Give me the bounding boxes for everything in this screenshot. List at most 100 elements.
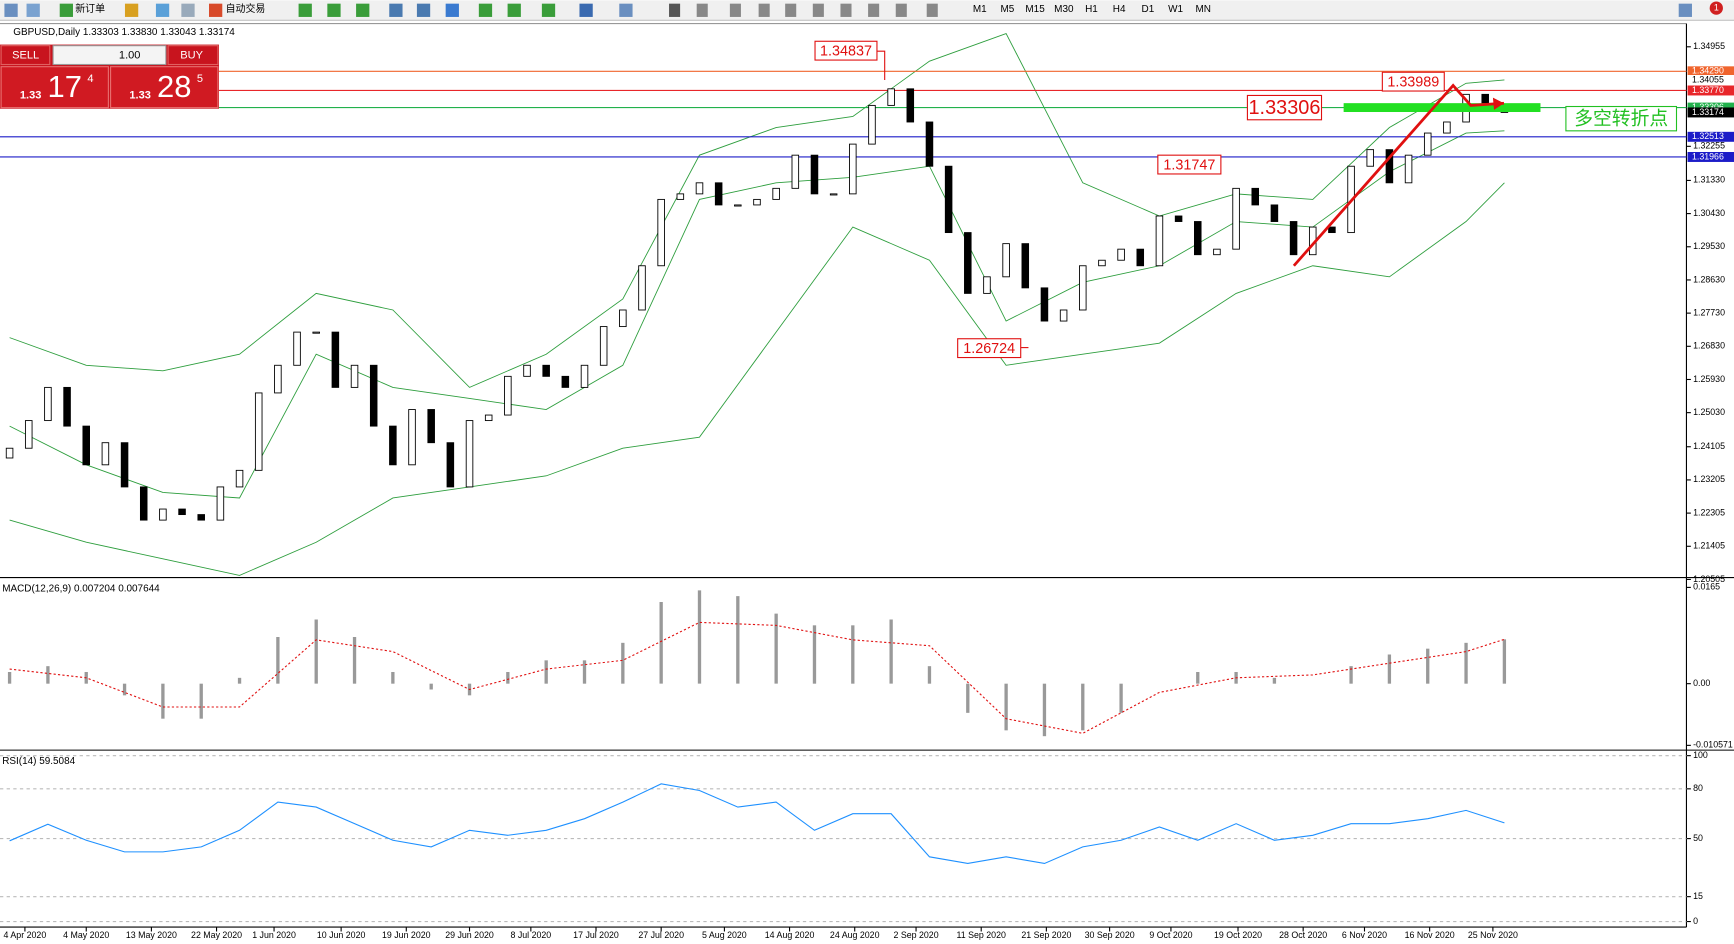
icon[interactable] bbox=[619, 3, 633, 17]
y-tick-label: 100 bbox=[1693, 750, 1708, 760]
timeframe[interactable]: M30 bbox=[1054, 4, 1074, 15]
icon[interactable] bbox=[895, 3, 907, 17]
macd-title: MACD(12,26,9) 0.007204 0.007644 bbox=[2, 583, 160, 594]
icon[interactable] bbox=[812, 3, 824, 17]
candle bbox=[523, 364, 531, 377]
icon[interactable] bbox=[389, 3, 403, 17]
buy-button[interactable] bbox=[167, 45, 219, 66]
x-tick-label: 24 Aug 2020 bbox=[830, 930, 880, 940]
icon[interactable] bbox=[669, 3, 681, 17]
timeframe[interactable]: H1 bbox=[1085, 4, 1098, 15]
bid-big: 1.33 bbox=[20, 89, 42, 101]
icon[interactable] bbox=[868, 3, 880, 17]
buy-label[interactable]: BUY bbox=[180, 50, 203, 62]
candle bbox=[120, 442, 129, 488]
candle bbox=[1232, 187, 1240, 250]
timeframe[interactable]: D1 bbox=[1142, 4, 1155, 15]
sell-label[interactable]: SELL bbox=[12, 50, 39, 62]
icon[interactable] bbox=[926, 3, 938, 17]
timeframe[interactable]: H4 bbox=[1113, 4, 1126, 15]
x-tick-label: 27 Jul 2020 bbox=[638, 930, 684, 940]
candle bbox=[906, 88, 915, 123]
new-order[interactable]: 新订单 bbox=[75, 2, 105, 15]
y-tick-label: 80 bbox=[1693, 783, 1703, 793]
price-tag-label: 1.33174 bbox=[1692, 107, 1724, 117]
candle bbox=[1404, 154, 1413, 184]
candle bbox=[734, 204, 742, 207]
candle bbox=[676, 193, 685, 200]
candle bbox=[1423, 132, 1432, 156]
candle bbox=[619, 309, 627, 328]
y-tick-label: 0.0165 bbox=[1693, 582, 1720, 592]
icon[interactable] bbox=[729, 3, 741, 17]
icon[interactable] bbox=[181, 3, 195, 17]
timeframe[interactable]: M1 bbox=[973, 4, 987, 15]
x-tick-label: 29 Jun 2020 bbox=[445, 930, 494, 940]
annotation-box bbox=[1157, 154, 1222, 175]
candle bbox=[63, 386, 71, 427]
price-tag-label: 1.33770 bbox=[1692, 85, 1724, 95]
x-tick-label: 9 Oct 2020 bbox=[1149, 930, 1192, 940]
x-tick-label: 11 Sep 2020 bbox=[956, 930, 1006, 940]
icon[interactable] bbox=[155, 3, 170, 17]
icon[interactable] bbox=[416, 3, 431, 17]
y-tick-label: 1.25930 bbox=[1693, 374, 1725, 384]
plot: 1.34955 1.32255 1.31330 1.30430 1.29530 1.286… bbox=[0, 32, 1734, 940]
zone-bar bbox=[1343, 103, 1541, 113]
sell-button[interactable] bbox=[0, 45, 51, 66]
timeframe[interactable]: M15 bbox=[1025, 4, 1045, 15]
icon[interactable] bbox=[298, 3, 312, 17]
y-tick-label: 1.24105 bbox=[1693, 441, 1725, 451]
x-tick-label: 19 Jun 2020 bbox=[382, 930, 431, 940]
candle bbox=[944, 165, 953, 234]
auto-trading[interactable]: 自动交易 bbox=[226, 2, 266, 15]
lots[interactable]: 1.00 bbox=[119, 50, 141, 62]
icon[interactable] bbox=[209, 3, 223, 17]
icon[interactable] bbox=[327, 3, 341, 17]
icon[interactable] bbox=[541, 3, 556, 17]
x-tick-label: 14 Aug 2020 bbox=[765, 930, 815, 940]
annotation: 1.33989 bbox=[1387, 75, 1439, 91]
chart-title: GBPUSD,Daily 1.33303 1.33830 1.33043 1.3… bbox=[13, 27, 235, 38]
candle bbox=[868, 104, 876, 145]
candle bbox=[810, 154, 819, 195]
rsi-line bbox=[9, 783, 1505, 865]
x-tick-label: 30 Sep 2020 bbox=[1085, 930, 1135, 940]
icon[interactable] bbox=[579, 3, 593, 17]
lot-input[interactable] bbox=[52, 45, 167, 66]
timeframes: M1 M5 M15 M30 H1 H4 D1 W1 MN bbox=[973, 4, 1211, 15]
timeframe[interactable]: W1 bbox=[1168, 4, 1183, 15]
icon[interactable] bbox=[478, 3, 493, 17]
icon[interactable] bbox=[445, 3, 459, 17]
icon[interactable] bbox=[4, 3, 18, 17]
icon[interactable] bbox=[840, 3, 852, 17]
icon[interactable] bbox=[59, 3, 73, 17]
candle bbox=[1117, 248, 1125, 261]
candle bbox=[1213, 248, 1221, 256]
icon[interactable] bbox=[356, 3, 370, 17]
ask-pips: 28 bbox=[157, 69, 191, 104]
x-tick-label: 17 Jul 2020 bbox=[573, 930, 619, 940]
icon[interactable] bbox=[758, 3, 770, 17]
ask-box[interactable] bbox=[110, 66, 219, 109]
price-tag bbox=[1687, 74, 1734, 85]
icon[interactable] bbox=[26, 3, 40, 17]
y-tick-label: 1.23205 bbox=[1693, 474, 1725, 484]
candle bbox=[331, 331, 340, 388]
candle bbox=[599, 326, 608, 366]
candle bbox=[1079, 265, 1087, 311]
annotation: 1.26724 bbox=[963, 341, 1015, 357]
bid-frac: 4 bbox=[87, 73, 93, 85]
x-tick-label: 6 Nov 2020 bbox=[1342, 930, 1387, 940]
icon[interactable] bbox=[696, 3, 708, 17]
notification-badge[interactable] bbox=[1709, 1, 1723, 15]
icon[interactable] bbox=[507, 3, 521, 17]
bid-box[interactable] bbox=[0, 66, 109, 109]
icon[interactable] bbox=[124, 3, 139, 17]
timeframe[interactable]: MN bbox=[1195, 4, 1210, 15]
icon[interactable] bbox=[1678, 3, 1692, 17]
timeframe[interactable]: M5 bbox=[1001, 4, 1015, 15]
price-tag-label: 1.32513 bbox=[1692, 131, 1724, 141]
candle bbox=[1136, 248, 1145, 267]
icon[interactable] bbox=[785, 3, 797, 17]
